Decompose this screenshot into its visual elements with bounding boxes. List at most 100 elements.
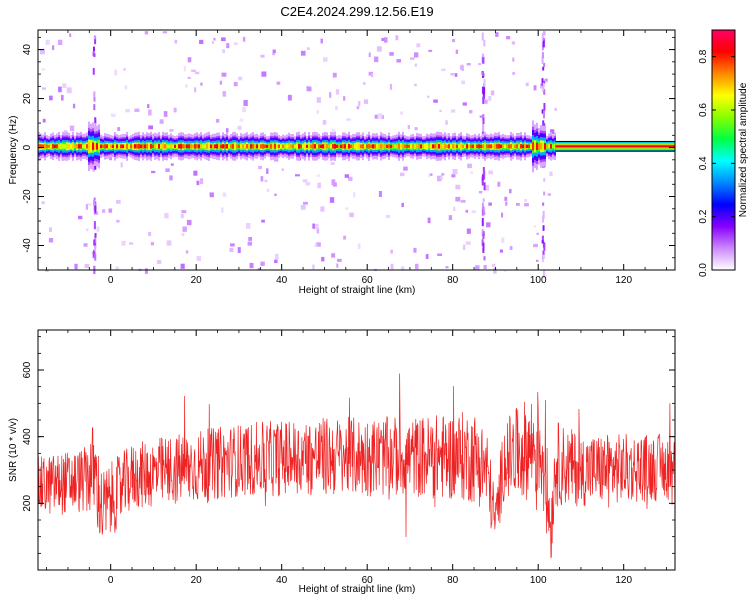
heatmap-cell bbox=[181, 232, 185, 237]
heatmap-cell bbox=[94, 162, 97, 170]
heatmap-cell bbox=[462, 144, 464, 149]
heatmap-cell bbox=[40, 144, 42, 149]
heatmap-cell bbox=[116, 199, 121, 204]
x-tick-label: 60 bbox=[362, 575, 374, 586]
heatmap-cell bbox=[185, 250, 189, 254]
heatmap-cell bbox=[332, 144, 334, 149]
heatmap-cell bbox=[512, 57, 515, 62]
heatmap-cell bbox=[442, 144, 444, 149]
heatmap-cell bbox=[466, 228, 471, 234]
heatmap-cell bbox=[160, 144, 162, 149]
heatmap-cell bbox=[213, 37, 216, 41]
snr-ylabel: SNR (10 * v/v) bbox=[8, 418, 19, 482]
heatmap-cell bbox=[84, 264, 90, 268]
snr-axes: 0 20 40 60 80 100 120 200 400 600 bbox=[22, 330, 675, 586]
heatmap-cell bbox=[540, 142, 542, 150]
heatmap-cell bbox=[344, 144, 346, 149]
heatmap-cell bbox=[284, 144, 286, 149]
heatmap-cell bbox=[184, 144, 186, 149]
heatmap-cell bbox=[496, 144, 498, 149]
x-tick-label: 120 bbox=[615, 275, 632, 286]
heatmap-cell bbox=[481, 32, 484, 41]
heatmap-cell bbox=[483, 265, 487, 270]
heatmap-cell bbox=[336, 263, 339, 268]
heatmap-cell bbox=[45, 269, 49, 272]
heatmap-cell bbox=[56, 144, 58, 149]
heatmap-cell bbox=[542, 254, 545, 259]
heatmap-cell bbox=[483, 87, 486, 95]
heatmap-cell bbox=[464, 144, 466, 148]
heatmap-cell bbox=[520, 144, 522, 149]
heatmap-cell bbox=[370, 144, 372, 149]
heatmap-cell bbox=[104, 144, 106, 149]
heatmap-cell bbox=[306, 47, 310, 50]
heatmap-cell bbox=[85, 204, 89, 210]
y-tick-label: 0 bbox=[22, 144, 33, 150]
heatmap-cell bbox=[158, 144, 160, 149]
heatmap-cell bbox=[162, 31, 168, 34]
heatmap-cell bbox=[202, 144, 204, 149]
heatmap-cell bbox=[482, 198, 485, 203]
heatmap-cell bbox=[314, 243, 318, 247]
heatmap-cell bbox=[514, 144, 516, 148]
y-tick-label: -40 bbox=[22, 238, 33, 253]
heatmap-cell bbox=[64, 144, 66, 149]
heatmap-cell bbox=[272, 144, 274, 149]
heatmap-cell bbox=[257, 268, 261, 271]
colorbar-tick-label: 0.2 bbox=[698, 209, 709, 223]
heatmap-cell bbox=[455, 196, 461, 202]
heatmap-cell bbox=[482, 114, 485, 121]
heatmap-cell bbox=[200, 144, 202, 149]
heatmap-cell bbox=[335, 89, 340, 95]
heatmap-cell bbox=[48, 238, 54, 243]
heatmap-cell bbox=[48, 144, 50, 148]
heatmap-cell bbox=[82, 144, 84, 149]
heatmap-cell bbox=[226, 43, 230, 49]
heatmap-cell bbox=[260, 54, 265, 58]
heatmap-cell bbox=[386, 144, 388, 149]
heatmap-cell bbox=[274, 144, 276, 149]
heatmap-cell bbox=[222, 49, 225, 54]
heatmap-cell bbox=[462, 102, 467, 106]
heatmap-cell bbox=[524, 203, 529, 207]
heatmap-cell bbox=[505, 201, 508, 206]
heatmap-cell bbox=[427, 217, 431, 224]
y-tick-label: -20 bbox=[22, 189, 33, 204]
heatmap-cell bbox=[234, 42, 238, 46]
heatmap-cell bbox=[290, 144, 292, 149]
snr-frame bbox=[37, 329, 676, 571]
heatmap-cell bbox=[58, 86, 62, 93]
heatmap-cell bbox=[52, 45, 55, 51]
heatmap-cell bbox=[342, 144, 344, 149]
heatmap-cell bbox=[187, 57, 192, 63]
heatmap-cell bbox=[542, 202, 545, 206]
heatmap-cell bbox=[116, 219, 120, 223]
heatmap-cell bbox=[60, 94, 64, 101]
heatmap-cell bbox=[86, 144, 88, 149]
heatmap-cell bbox=[176, 144, 178, 149]
heatmap-cell bbox=[348, 176, 353, 181]
heatmap-cell bbox=[428, 49, 433, 52]
heatmap-cell bbox=[403, 166, 408, 171]
heatmap-cell bbox=[232, 144, 234, 149]
heatmap-cell bbox=[154, 144, 156, 149]
heatmap-cell bbox=[343, 235, 347, 240]
heatmap-cell bbox=[316, 242, 321, 247]
heatmap-cell bbox=[469, 110, 473, 114]
heatmap-cell bbox=[280, 144, 282, 148]
heatmap-cell bbox=[164, 213, 169, 219]
heatmap-cell bbox=[78, 215, 83, 220]
heatmap-cell bbox=[106, 144, 108, 149]
heatmap-cell bbox=[541, 240, 544, 244]
heatmap-cell bbox=[136, 144, 138, 149]
heatmap-cell bbox=[542, 210, 545, 219]
heatmap-cell bbox=[357, 243, 361, 250]
heatmap-cell bbox=[544, 78, 548, 81]
heatmap-cell bbox=[439, 109, 442, 113]
heatmap-cell bbox=[533, 243, 539, 248]
heatmap-cell bbox=[511, 41, 516, 45]
heatmap-cell bbox=[425, 254, 429, 259]
heatmap-cell bbox=[331, 179, 336, 186]
heatmap-cell bbox=[427, 95, 430, 98]
heatmap-cell bbox=[173, 107, 177, 113]
